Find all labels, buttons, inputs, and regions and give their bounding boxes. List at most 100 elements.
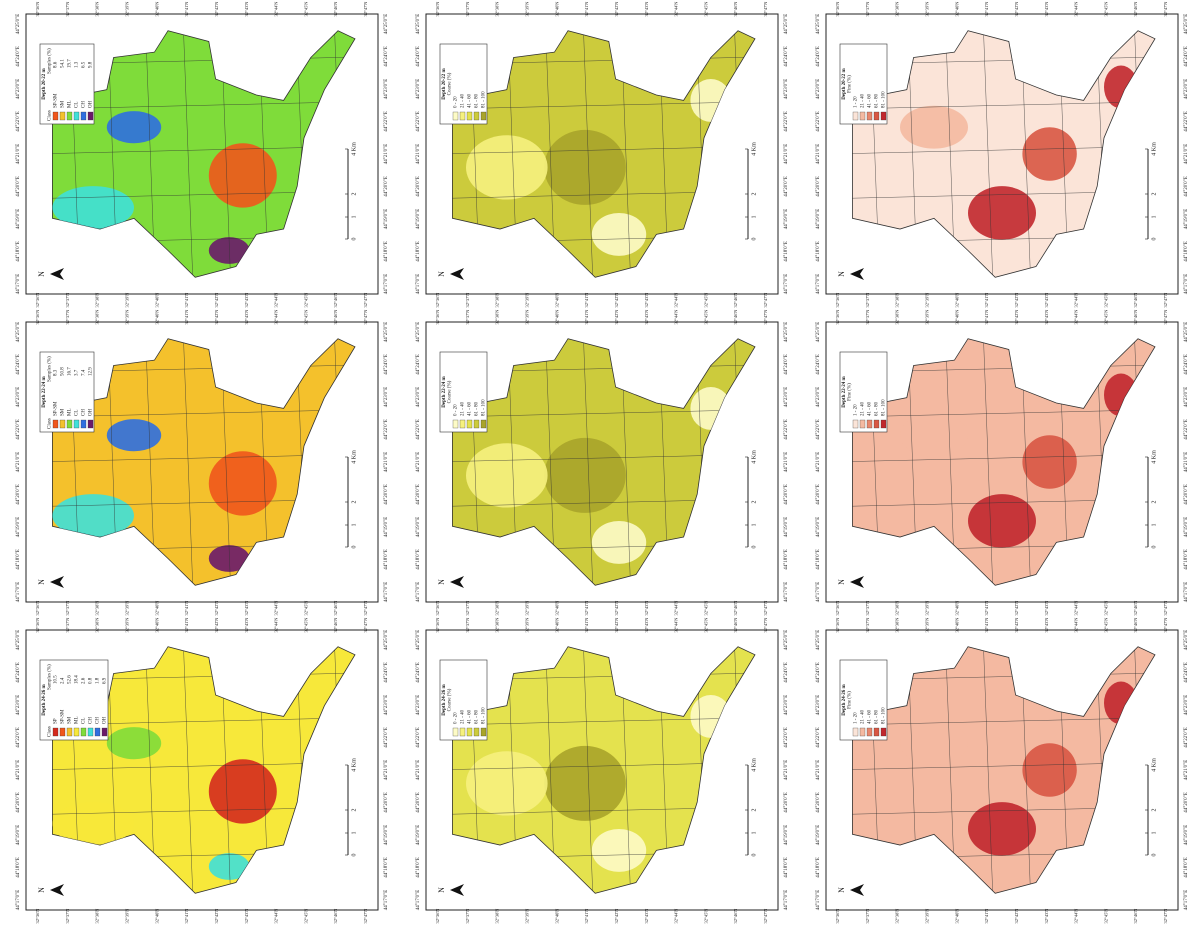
latitude-label: 32°44'N xyxy=(674,600,679,616)
latitude-label: 32°43'N xyxy=(244,617,249,633)
latitude-label: 32°39'N xyxy=(924,292,929,308)
longitude-label: 44°25'0"E xyxy=(416,14,421,35)
longitude-label: 44°20'0"E xyxy=(16,176,21,197)
latitude-label: 32°46'N xyxy=(733,908,738,924)
zone xyxy=(1022,743,1076,797)
longitude-label: 44°18'0"E xyxy=(416,549,421,570)
legend-label: CH xyxy=(82,101,87,108)
scale-label: 4 Km xyxy=(751,450,757,464)
longitude-label: 44°21'0"E xyxy=(384,760,389,781)
longitude-label: 44°19'0"E xyxy=(416,825,421,846)
scale-label: 2 xyxy=(1151,501,1157,504)
legend-swatch xyxy=(453,728,458,736)
legend-value: 2.4 xyxy=(61,677,66,684)
legend-swatch xyxy=(81,112,86,120)
legend-swatch xyxy=(60,420,65,428)
latitude-label: 32°46'N xyxy=(333,600,338,616)
legend-swatch xyxy=(88,420,93,428)
zone xyxy=(466,751,548,815)
legend-swatch xyxy=(467,728,472,736)
latitude-label: 32°41'N xyxy=(184,617,189,633)
latitude-label: 32°37'N xyxy=(865,292,870,308)
scale-label: 0 xyxy=(1151,854,1157,857)
latitude-label: 32°42'N xyxy=(214,292,219,308)
longitude-label: 44°21'0"E xyxy=(816,144,821,165)
legend-label: CL xyxy=(75,102,80,108)
legend-depth: Depth 24-26 m xyxy=(42,683,47,715)
legend-label: 41 - 60 xyxy=(868,401,873,416)
latitude-label: 32°43'N xyxy=(1044,908,1049,924)
latitude-label: 32°46'N xyxy=(733,600,738,616)
legend-value: 16.7 xyxy=(68,367,73,376)
latitude-label: 32°44'N xyxy=(274,908,279,924)
zone xyxy=(209,451,277,515)
latitude-label: 32°45'N xyxy=(1103,600,1108,616)
latitude-label: 32°43'N xyxy=(244,600,249,616)
longitude-label: 44°17'0"E xyxy=(416,274,421,295)
latitude-label: 32°36'N xyxy=(835,600,840,616)
legend-label: ML xyxy=(68,101,73,109)
latitude-label: 32°44'N xyxy=(674,309,679,325)
longitude-label: 44°20'0"E xyxy=(1184,792,1189,813)
latitude-label: 32°39'N xyxy=(524,309,529,325)
latitude-label: 32°44'N xyxy=(674,292,679,308)
latitude-label: 32°42'N xyxy=(614,1,619,17)
latitude-label: 32°38'N xyxy=(895,617,900,633)
map-figure: 44°17'0"E44°17'0"E44°18'0"E44°18'0"E44°1… xyxy=(0,0,1204,926)
map-panel: 44°17'0"E44°17'0"E44°18'0"E44°18'0"E44°1… xyxy=(416,309,789,616)
longitude-label: 44°25'0"E xyxy=(1184,630,1189,651)
latitude-label: 32°38'N xyxy=(95,617,100,633)
latitude-label: 32°37'N xyxy=(465,292,470,308)
legend-value: 1.8 xyxy=(96,677,101,684)
latitude-label: 32°36'N xyxy=(435,309,440,325)
latitude-label: 32°40'N xyxy=(554,908,559,924)
latitude-label: 32°43'N xyxy=(644,617,649,633)
scale-label: 4 Km xyxy=(1151,450,1157,464)
legend-value: 3.7 xyxy=(75,369,80,376)
legend-header: Coarse (%) xyxy=(448,72,453,95)
longitude-label: 44°19'0"E xyxy=(16,209,21,230)
latitude-label: 32°37'N xyxy=(465,600,470,616)
legend: Depth 20-22 mClassSamples (%)SP-SM8.6SM5… xyxy=(40,44,94,124)
latitude-label: 32°47'N xyxy=(763,1,768,17)
longitude-label: 44°23'0"E xyxy=(16,387,21,408)
map-panel: 44°17'0"E44°17'0"E44°18'0"E44°18'0"E44°1… xyxy=(16,617,389,924)
longitude-label: 44°23'0"E xyxy=(1184,79,1189,100)
longitude-label: 44°21'0"E xyxy=(416,144,421,165)
latitude-label: 32°38'N xyxy=(95,292,100,308)
latitude-label: 32°38'N xyxy=(495,292,500,308)
longitude-label: 44°24'0"E xyxy=(816,46,821,67)
longitude-label: 44°19'0"E xyxy=(16,825,21,846)
longitude-label: 44°19'0"E xyxy=(384,209,389,230)
latitude-label: 32°46'N xyxy=(333,292,338,308)
latitude-label: 32°37'N xyxy=(65,292,70,308)
legend-swatch xyxy=(474,112,479,120)
legend-label: 41 - 60 xyxy=(468,709,473,724)
latitude-label: 32°44'N xyxy=(1074,292,1079,308)
longitude-label: 44°25'0"E xyxy=(384,322,389,343)
latitude-label: 32°46'N xyxy=(333,309,338,325)
latitude-label: 32°36'N xyxy=(835,309,840,325)
latitude-label: 32°45'N xyxy=(703,908,708,924)
latitude-label: 32°42'N xyxy=(1014,908,1019,924)
longitude-label: 44°17'0"E xyxy=(384,274,389,295)
legend-swatch xyxy=(874,112,879,120)
longitude-label: 44°20'0"E xyxy=(1184,484,1189,505)
legend-swatch xyxy=(474,728,479,736)
latitude-label: 32°39'N xyxy=(924,600,929,616)
latitude-label: 32°40'N xyxy=(954,908,959,924)
legend-label: 41 - 60 xyxy=(468,401,473,416)
longitude-label: 44°24'0"E xyxy=(1184,662,1189,683)
longitude-label: 44°20'0"E xyxy=(816,484,821,505)
latitude-label: 32°39'N xyxy=(124,908,129,924)
longitude-label: 44°17'0"E xyxy=(16,890,21,911)
north-label: N xyxy=(37,579,46,585)
latitude-label: 32°39'N xyxy=(524,600,529,616)
latitude-label: 32°47'N xyxy=(363,617,368,633)
legend-label: SM xyxy=(61,408,66,416)
scale-label: 1 xyxy=(351,832,357,835)
latitude-label: 32°47'N xyxy=(363,600,368,616)
legend-swatch xyxy=(467,112,472,120)
latitude-label: 32°43'N xyxy=(1044,617,1049,633)
